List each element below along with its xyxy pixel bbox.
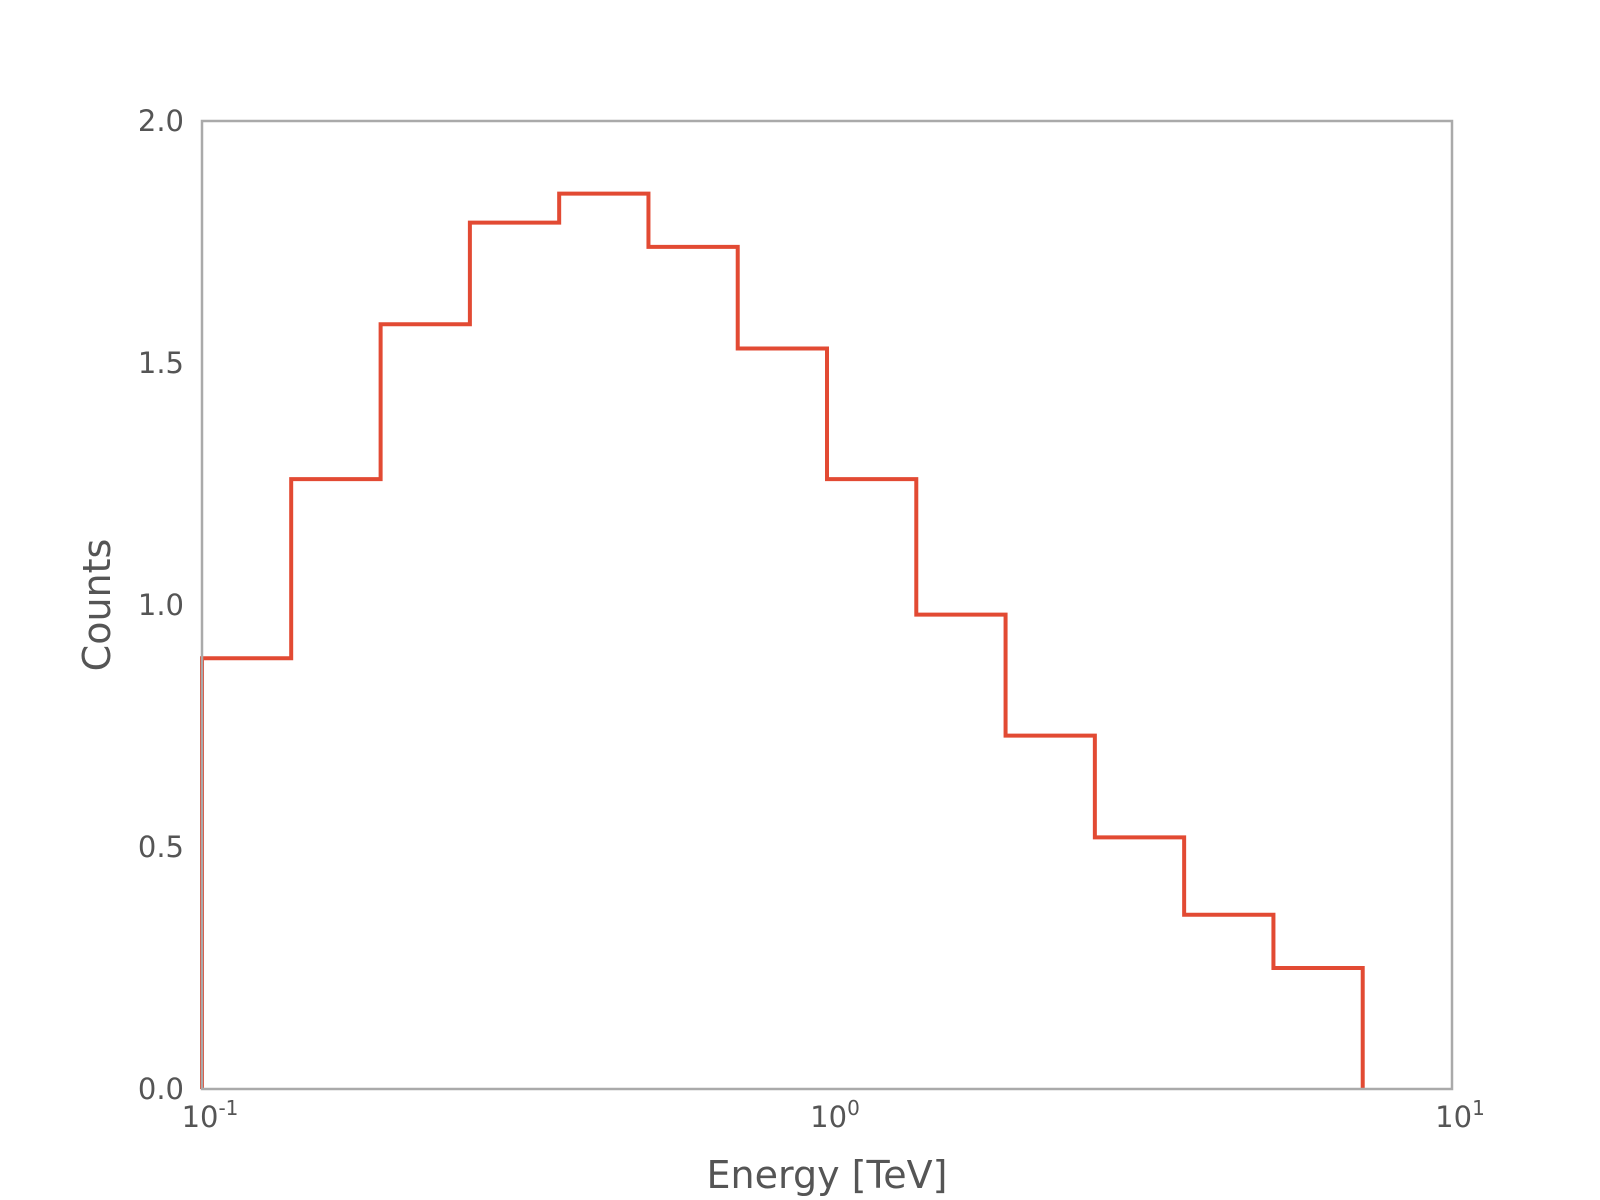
x-axis-label: Energy [TeV]	[707, 1153, 948, 1197]
plot-frame	[200, 119, 1454, 1091]
histogram-step-line	[200, 191, 1365, 1089]
y-axis-ticks: 0.0 0.5 1.0 1.5 2.0	[138, 104, 184, 1106]
y-tick-label: 2.0	[138, 104, 184, 138]
chart-marks	[200, 191, 1365, 1089]
x-tick-label: 10-1	[182, 1096, 239, 1134]
y-tick-label: 1.5	[138, 346, 184, 380]
x-tick-base: 10	[1435, 1100, 1472, 1134]
x-tick-exponent: -1	[218, 1096, 238, 1120]
x-tick-label: 100	[810, 1096, 860, 1134]
x-tick-exponent: 1	[1472, 1096, 1485, 1120]
x-tick-base: 10	[810, 1100, 847, 1134]
y-axis-label: Counts	[75, 539, 119, 672]
x-tick-label: 101	[1435, 1096, 1485, 1134]
x-tick-base: 10	[182, 1100, 219, 1134]
x-axis-ticks: 10-1 100 101	[182, 1096, 1485, 1134]
y-tick-label: 0.5	[138, 830, 184, 864]
plot-background	[202, 121, 1452, 1089]
x-tick-exponent: 0	[847, 1096, 860, 1120]
y-tick-label: 1.0	[138, 588, 184, 622]
y-tick-label: 0.0	[138, 1072, 184, 1106]
